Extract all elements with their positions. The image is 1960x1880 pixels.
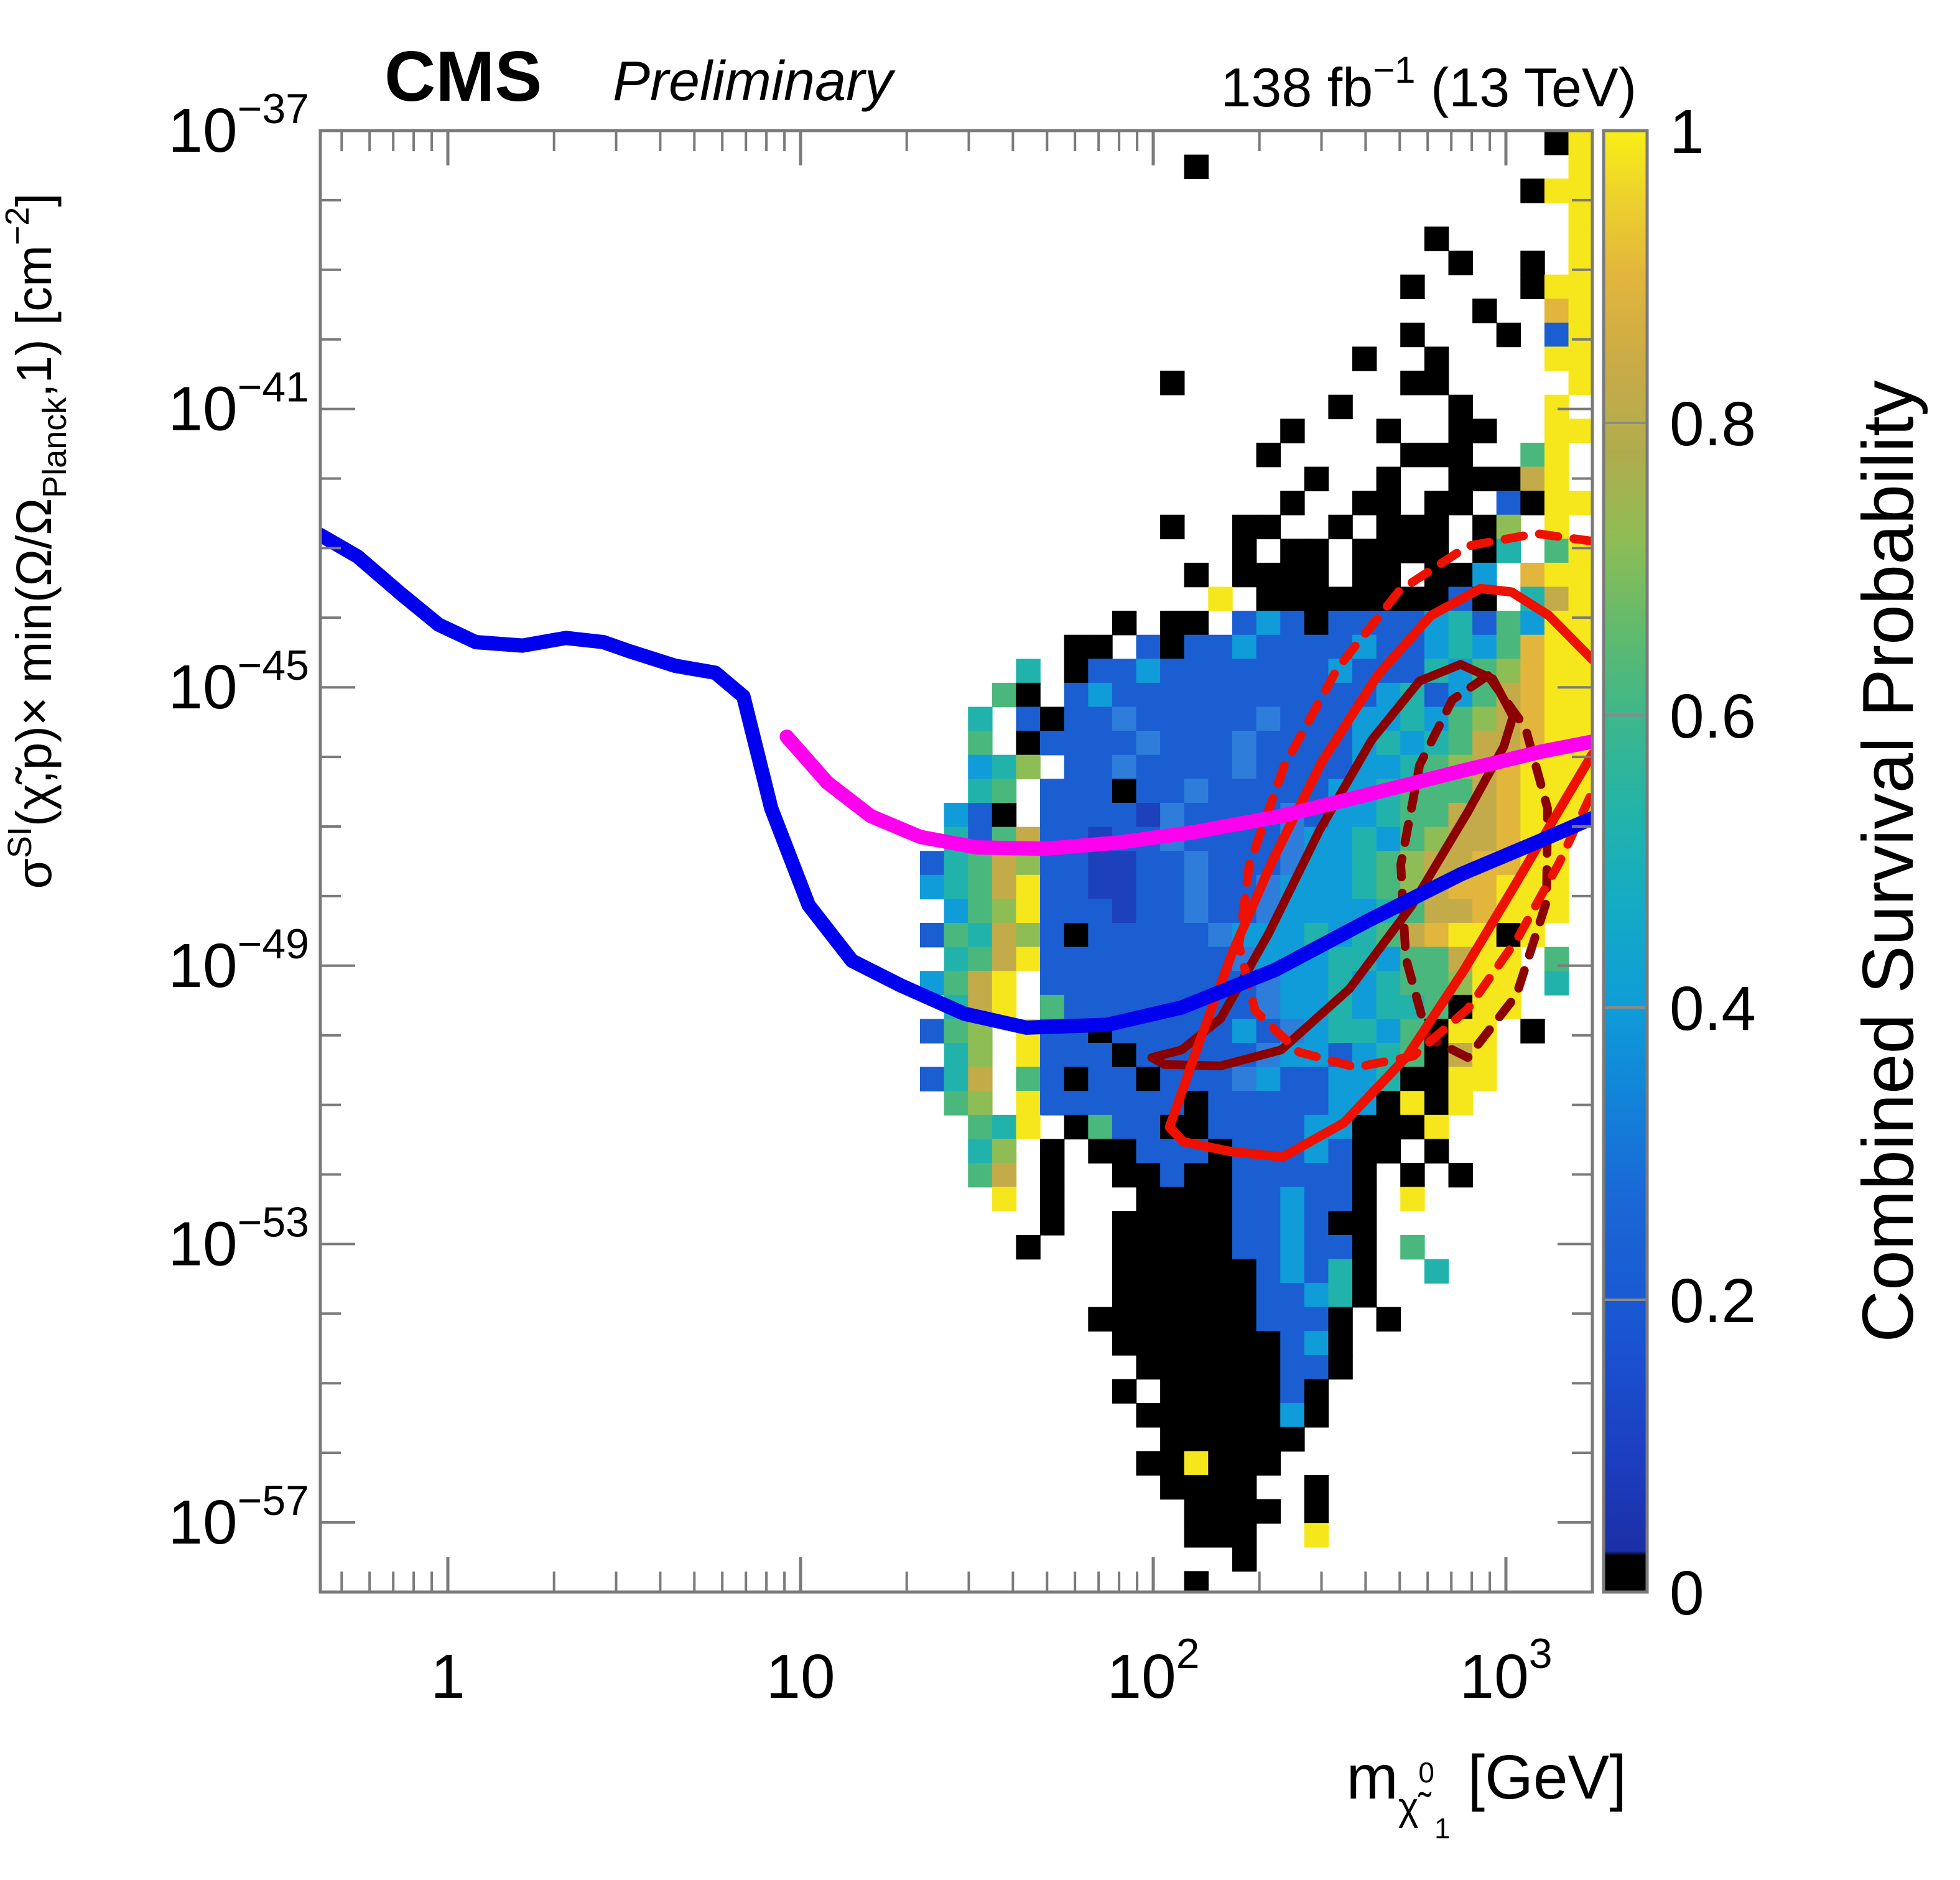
svg-text:0.2: 0.2: [1670, 1266, 1756, 1336]
direct-detection-limit-blue: [320, 527, 1592, 1035]
svg-text:10−37: 10−37: [168, 85, 309, 165]
x-axis-tick-labels: 1 10 102 103: [430, 1630, 1552, 1711]
svg-text:0.6: 0.6: [1670, 682, 1756, 751]
y-axis-ticks: [320, 129, 1592, 1593]
svg-text:10−41: 10−41: [168, 364, 309, 444]
x-axis-title: mχ̃01 [GeV]: [1347, 1743, 1627, 1845]
svg-text:1: 1: [1670, 97, 1704, 167]
preliminary-label: Preliminary: [613, 50, 893, 113]
svg-text:10−53: 10−53: [168, 1198, 309, 1279]
contour-maroon-dotted: [1396, 671, 1552, 1062]
luminosity-label: 138 fb−1 (13 TeV): [1220, 49, 1637, 119]
heatmap-bins: [920, 131, 1592, 1592]
svg-text:0.4: 0.4: [1670, 974, 1756, 1044]
y-axis-title: σSI(χ̃,p)× min(Ω/ΩPlanck,1) [cm−2]: [0, 193, 73, 889]
luminosity-energy: (13 TeV): [1415, 57, 1637, 118]
projection-limit-magenta: [779, 729, 1592, 856]
svg-text:0: 0: [1670, 1558, 1704, 1628]
colorbar: 0 0.2 0.4 0.6 0.8 1 Combined Survival Probabil…: [1602, 97, 1928, 1628]
contour-red-solid: [1164, 583, 1592, 1162]
plot-frame: [318, 129, 1594, 1594]
svg-text:10−57: 10−57: [168, 1477, 309, 1557]
colorbar-title: Combined Survival Probability: [1847, 380, 1928, 1342]
svg-text:0.8: 0.8: [1670, 389, 1756, 459]
y-axis-tick-labels: 10−37 10−41 10−45 10−49 10−53 10−57: [168, 85, 309, 1557]
svg-text:10−45: 10−45: [168, 642, 309, 722]
luminosity-exponent: −1: [1373, 49, 1416, 91]
luminosity-value: 138 fb: [1220, 57, 1373, 118]
experiment-label: CMS: [384, 37, 542, 116]
svg-text:102: 102: [1107, 1630, 1199, 1711]
svg-text:10: 10: [766, 1642, 835, 1711]
svg-text:10−49: 10−49: [168, 920, 309, 1001]
svg-text:103: 103: [1459, 1630, 1552, 1711]
x-axis-ticks: [340, 131, 1508, 1592]
svg-text:1: 1: [430, 1642, 465, 1711]
